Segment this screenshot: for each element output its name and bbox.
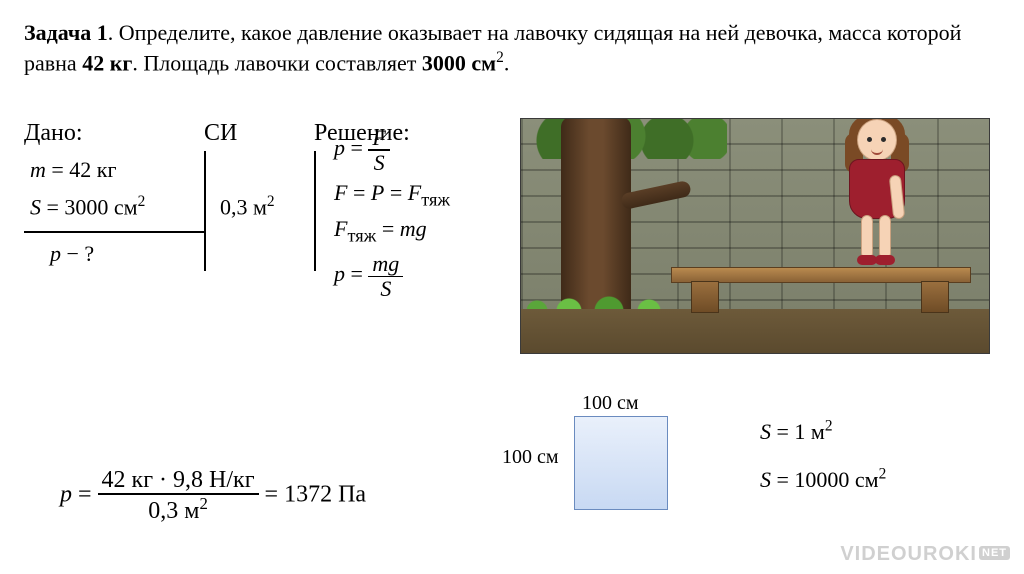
divider-line <box>314 151 316 271</box>
problem-part2: . Площадь лавочки составляет <box>132 50 422 75</box>
area-value: 3000 см <box>422 50 496 75</box>
ground <box>521 309 989 353</box>
problem-label: Задача 1 <box>24 20 108 45</box>
eq-pressure-mg: p = mg S <box>334 252 450 300</box>
final-result: = 1372 Па <box>265 481 367 507</box>
final-den: 0,3 м2 <box>144 495 212 524</box>
si-area: 0,3 м2 <box>220 193 275 220</box>
grass <box>521 287 681 311</box>
bench-leg <box>691 281 719 313</box>
problem-part3: . <box>504 50 510 75</box>
header-given: Дано: <box>24 120 204 147</box>
work-area: Дано: СИ Решение: m = 42 кг S = 3000 см2… <box>24 120 504 273</box>
header-si: СИ <box>204 120 314 147</box>
unknown: p − ? <box>50 241 94 267</box>
area-cm2: S = 10000 см2 <box>760 456 886 504</box>
given-area: S = 3000 см2 <box>30 193 145 220</box>
tree-trunk <box>561 118 631 313</box>
bench-leg <box>921 281 949 313</box>
eq-pressure-def: p = F S <box>334 126 450 174</box>
given-mass: m = 42 кг <box>30 157 117 183</box>
watermark: VIDEOUROKINET <box>840 543 1010 566</box>
watermark-brand: VIDEOUROKI <box>840 543 977 565</box>
horizontal-divider <box>24 231 204 233</box>
unit-equations: S = 1 м2 S = 10000 см2 <box>760 408 886 505</box>
square-left-label: 100 см <box>502 446 559 469</box>
final-calculation: p = 42 кг · 9,8 Н/кг 0,3 м2 = 1372 Па <box>60 468 366 524</box>
problem-statement: Задача 1. Определите, какое давление ока… <box>0 0 1024 78</box>
square-top-label: 100 см <box>582 392 639 415</box>
unit-square <box>574 416 684 510</box>
area-m2: S = 1 м2 <box>760 408 886 456</box>
mass-value: 42 кг <box>82 50 132 75</box>
eq-gravity: Fтяж = mg <box>334 216 450 246</box>
watermark-suffix: NET <box>979 546 1010 560</box>
final-num: 42 кг · 9,8 Н/кг <box>98 468 259 493</box>
solution-steps: p = F S F = P = Fтяж Fтяж = mg p = mg S <box>334 120 450 306</box>
eq-force: F = P = Fтяж <box>334 180 450 210</box>
divider-line <box>204 151 206 271</box>
illustration <box>520 118 990 354</box>
girl <box>831 119 921 269</box>
